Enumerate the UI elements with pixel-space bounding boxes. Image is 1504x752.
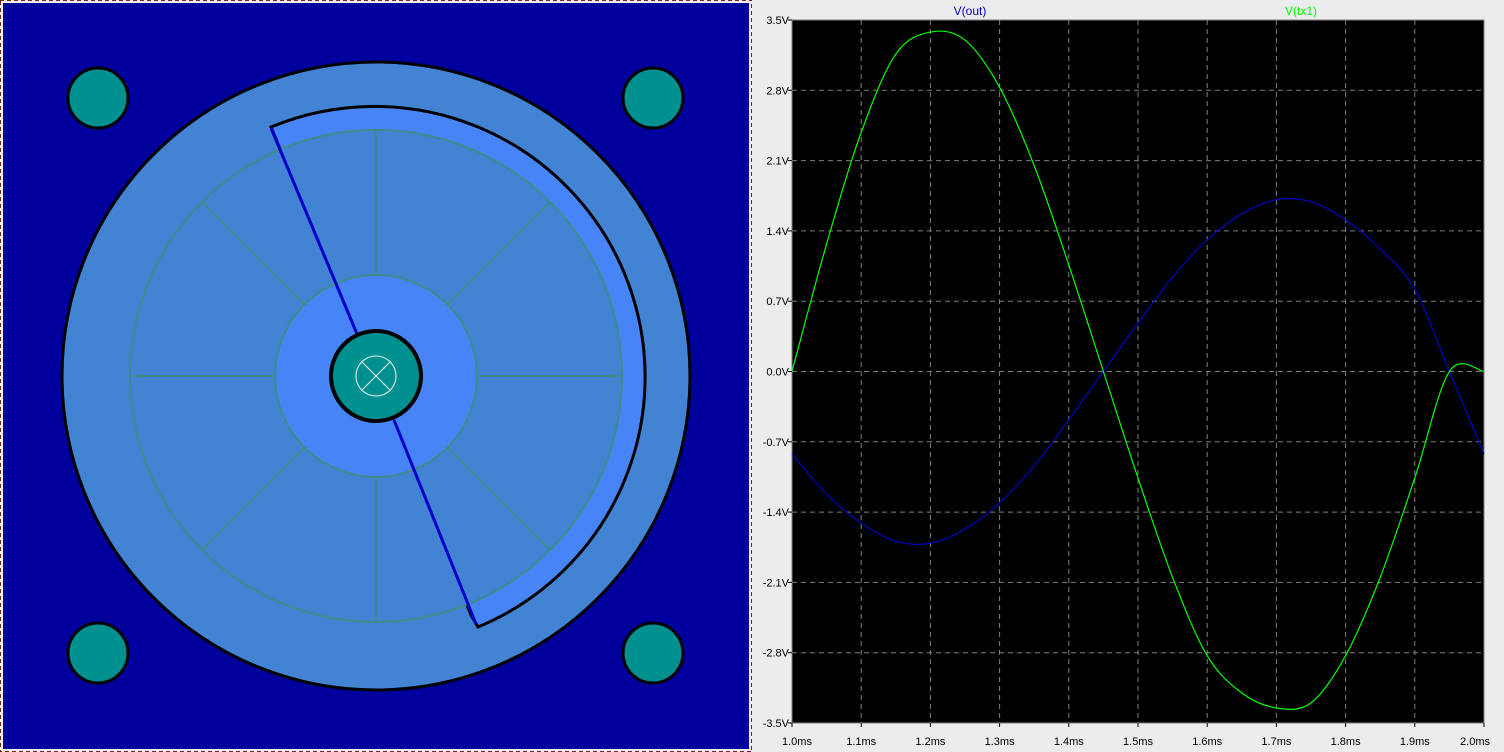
y-tick-label: 2.1V bbox=[766, 156, 789, 168]
y-tick-label: -0.7V bbox=[763, 437, 790, 449]
y-tick-label: -2.8V bbox=[763, 648, 790, 660]
layout-canvas[interactable] bbox=[0, 0, 753, 752]
legend: V(out) V(tx1) bbox=[954, 4, 1317, 18]
y-tick-label: 0.0V bbox=[766, 367, 789, 379]
spokes bbox=[130, 130, 622, 622]
series-line-v-tx1[interactable] bbox=[791, 30, 1485, 710]
series-line-v-out[interactable] bbox=[791, 198, 1485, 545]
y-tick-label: 3.5V bbox=[766, 15, 789, 27]
x-tick-label: 1.5ms bbox=[1123, 736, 1153, 748]
x-tick-label: 1.8ms bbox=[1331, 736, 1361, 748]
tick-labels: 3.5V 2.8V 2.1V 1.4V 0.7V 0.0V -0.7V -1.4V -2.1V -… bbox=[763, 15, 1491, 748]
legend-label-v-tx1[interactable]: V(tx1) bbox=[1285, 4, 1317, 18]
x-tick-label: 2.0ms bbox=[1460, 736, 1490, 748]
grid bbox=[792, 20, 1484, 723]
y-tick-label: 0.7V bbox=[766, 296, 789, 308]
layout-view bbox=[0, 0, 753, 752]
spoke bbox=[446, 446, 551, 551]
x-tick-label: 1.2ms bbox=[915, 736, 945, 748]
x-tick-label: 1.4ms bbox=[1054, 736, 1084, 748]
chart-canvas[interactable]: 3.5V 2.8V 2.1V 1.4V 0.7V 0.0V -0.7V -1.4V -2.1V -… bbox=[752, 0, 1504, 752]
y-tick-label: -2.1V bbox=[763, 577, 790, 589]
mounting-hole-top-left[interactable] bbox=[66, 66, 130, 130]
mounting-hole-bottom-left[interactable] bbox=[66, 621, 130, 685]
gap-line-upper bbox=[269, 127, 359, 335]
x-tick-label: 1.6ms bbox=[1192, 736, 1222, 748]
legend-label-v-out[interactable]: V(out) bbox=[954, 4, 987, 18]
mounting-hole-bottom-right[interactable] bbox=[621, 621, 685, 685]
x-tick-label: 1.0ms bbox=[782, 736, 812, 748]
x-tick-label: 1.1ms bbox=[846, 736, 876, 748]
x-tick-label: 1.3ms bbox=[985, 736, 1015, 748]
y-tick-label: -1.4V bbox=[763, 507, 790, 519]
spoke bbox=[201, 446, 306, 551]
spoke bbox=[201, 201, 306, 306]
crossed-circle-icon bbox=[355, 355, 397, 397]
series-layer bbox=[791, 30, 1485, 710]
gap-line-lower bbox=[392, 419, 478, 625]
mounting-hole-top-right[interactable] bbox=[621, 66, 685, 130]
y-tick-label: 2.8V bbox=[766, 85, 789, 97]
waveform-plot: 3.5V 2.8V 2.1V 1.4V 0.7V 0.0V -0.7V -1.4V -2.1V -… bbox=[752, 0, 1504, 752]
y-tick-label: 1.4V bbox=[766, 226, 789, 238]
y-tick-label: -3.5V bbox=[763, 718, 790, 730]
x-tick-label: 1.7ms bbox=[1261, 736, 1291, 748]
x-tick-label: 1.9ms bbox=[1400, 736, 1430, 748]
spoke bbox=[446, 201, 551, 306]
